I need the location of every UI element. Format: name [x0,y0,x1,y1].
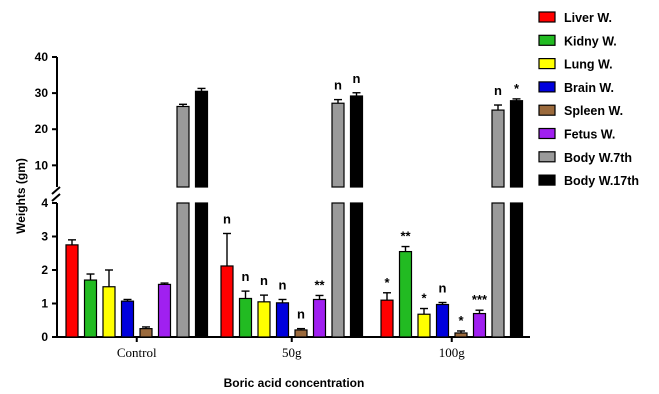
legend-swatch [538,11,556,23]
significance-label: n [494,83,502,98]
legend-label: Spleen W. [564,104,623,118]
bar [417,313,431,338]
y-tick-label: 1 [41,297,48,311]
bar-upper [176,105,190,188]
significance-label: n [260,273,268,288]
bar [312,298,327,338]
y-tick-label: 0 [41,330,48,344]
significance-label: n [279,277,287,292]
significance-label: * [421,291,427,306]
significance-label: * [384,275,390,290]
bar [220,265,234,338]
bar [454,332,468,338]
bar [491,202,505,338]
y-tick-label: 10 [35,158,49,172]
significance-label: n [297,307,305,322]
legend-swatch [538,34,556,46]
bar [238,297,253,338]
legend-swatch [538,151,556,163]
x-tick-label: Control [117,345,157,360]
y-tick-label: 20 [35,122,49,136]
x-tick-label: 50g [282,345,302,360]
y-tick-label: 2 [41,263,48,277]
bar [435,303,450,338]
y-tick-label: 40 [35,50,49,64]
significance-label: n [242,269,250,284]
y-tick-label: 4 [41,196,48,210]
bar-upper [491,109,505,188]
bar [139,328,153,338]
y-tick-label: 3 [41,230,48,244]
legend-swatch [538,81,556,93]
legend-label: Liver W. [564,11,612,25]
legend-label: Fetus W. [564,128,615,142]
bar-break-gap [491,188,505,202]
bar-upper [509,100,524,188]
bar [331,202,345,338]
bar-upper [194,90,209,188]
bar [257,301,271,338]
bars: nn n nn**n n****n****n * [65,71,524,338]
y-tick-label: 30 [35,86,49,100]
bar-break-gap [349,188,364,202]
significance-label: n [334,78,342,93]
bar [176,202,190,338]
bar [194,202,209,338]
bar [294,329,308,338]
significance-label: * [458,313,464,328]
legend-swatch [538,57,556,70]
bar [398,250,413,338]
legend-swatch [538,127,556,140]
bar [509,202,524,338]
bar-break-gap [331,188,345,202]
legend-label: Body W.17th [564,174,639,188]
bar [157,283,172,338]
bar [65,244,79,338]
bar [472,312,487,338]
significance-label: n [223,211,231,226]
bar [275,302,290,338]
significance-label: * [514,81,520,96]
bar [83,279,98,338]
legend-label: Lung W. [564,58,613,72]
axes: 0 1 2 3 4 10 20 30 40 Control 50g 100g [35,50,530,360]
legend-label: Body W.7th [564,151,632,165]
legend-label: Brain W. [564,81,614,95]
significance-label: n [353,71,361,86]
y-axis-label: Weights (gm) [14,158,28,234]
bar-break-gap [176,188,190,202]
bar-upper [349,95,364,188]
bar [380,299,394,338]
significance-label: ** [314,277,325,292]
legend: Liver W. Kidny W. Lung W. Brain W. Spleen W.… [538,11,639,188]
axis-break-mark [51,193,61,202]
significance-label: ** [400,229,411,244]
x-tick-label: 100g [439,345,466,360]
bar-break-gap [194,188,209,202]
significance-label: *** [472,292,488,307]
x-axis-label: Boric acid concentration [224,376,365,390]
significance-label: n [439,280,447,295]
bar [120,300,135,338]
legend-swatch [538,104,556,116]
bar [102,286,116,338]
axis-break-mark [51,186,61,195]
bar-upper [331,102,345,188]
legend-swatch [538,174,556,186]
bar-break-gap [509,188,524,202]
bar [349,202,364,338]
legend-label: Kidny W. [564,34,617,48]
